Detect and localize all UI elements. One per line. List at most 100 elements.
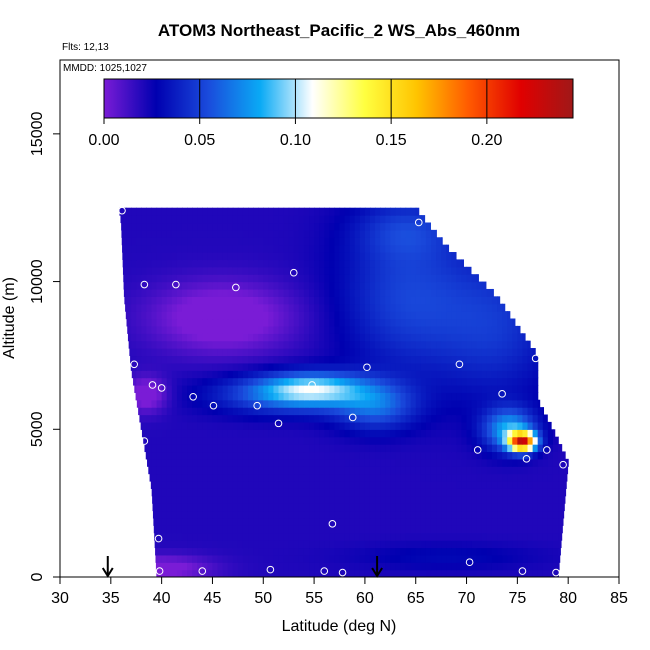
- heatmap-cell: [415, 421, 422, 430]
- heatmap-cell: [156, 266, 163, 275]
- heatmap-cell: [319, 554, 325, 563]
- heatmap-cell: [395, 540, 402, 549]
- heatmap-cell: [446, 503, 452, 512]
- heatmap-cell: [517, 562, 524, 571]
- heatmap-cell: [390, 421, 396, 430]
- heatmap-cell: [156, 215, 163, 224]
- heatmap-cell: [222, 480, 229, 489]
- heatmap-cell: [334, 207, 341, 216]
- heatmap-cell: [187, 532, 193, 541]
- heatmap-cell: [263, 281, 269, 290]
- heatmap-cell: [192, 222, 198, 231]
- heatmap-cell: [309, 370, 315, 379]
- heatmap-cell: [298, 399, 305, 408]
- heatmap-cell: [481, 384, 488, 393]
- heatmap-cell: [263, 355, 269, 364]
- heatmap-cell: [502, 562, 508, 571]
- heatmap-cell: [166, 480, 173, 489]
- heatmap-cell: [369, 266, 376, 275]
- heatmap-cell: [497, 466, 503, 475]
- heatmap-cell: [349, 377, 356, 386]
- heatmap-cell: [237, 215, 244, 224]
- heatmap-cell: [425, 569, 432, 577]
- heatmap-cell: [395, 237, 402, 246]
- heatmap-cell: [491, 540, 498, 549]
- heatmap-cell: [187, 414, 193, 423]
- heatmap-cell: [268, 296, 275, 305]
- heatmap-cell: [456, 384, 463, 393]
- heatmap-cell: [248, 296, 254, 305]
- heatmap-cell: [375, 421, 381, 430]
- heatmap-cell: [232, 229, 239, 238]
- heatmap-cell: [202, 222, 208, 231]
- heatmap-cell: [329, 436, 336, 445]
- heatmap-cell: [263, 547, 269, 556]
- heatmap-cell: [258, 503, 264, 512]
- heatmap-cell: [248, 547, 254, 556]
- heatmap-cell: [420, 362, 427, 371]
- heatmap-cell: [278, 562, 285, 571]
- heatmap-cell: [552, 429, 556, 438]
- heatmap-cell: [527, 399, 534, 408]
- heatmap-cell: [293, 414, 300, 423]
- heatmap-cell: [288, 540, 295, 549]
- heatmap-cell: [141, 421, 147, 430]
- heatmap-cell: [375, 414, 381, 423]
- heatmap-cell: [542, 532, 549, 541]
- heatmap-cell: [339, 466, 346, 475]
- heatmap-cell: [441, 244, 447, 253]
- heatmap-cell: [227, 392, 234, 401]
- heatmap-cell: [207, 370, 214, 379]
- heatmap-cell: [278, 480, 285, 489]
- heatmap-cell: [476, 399, 483, 408]
- heatmap-cell: [314, 399, 320, 408]
- heatmap-cell: [441, 547, 447, 556]
- heatmap-cell: [558, 436, 559, 445]
- heatmap-cell: [354, 569, 361, 577]
- heatmap-cell: [446, 458, 452, 467]
- heatmap-cell: [364, 355, 371, 364]
- heatmap-cell: [339, 266, 346, 275]
- heatmap-cell: [532, 503, 539, 512]
- heatmap-cell: [375, 547, 381, 556]
- heatmap-cell: [349, 296, 356, 305]
- heatmap-cell: [471, 348, 478, 357]
- heatmap-cell: [314, 348, 320, 357]
- heatmap-cell: [222, 296, 229, 305]
- heatmap-cell: [375, 355, 381, 364]
- heatmap-cell: [273, 303, 280, 312]
- heatmap-cell: [344, 473, 351, 482]
- heatmap-cell: [171, 252, 178, 261]
- heatmap-cell: [441, 296, 447, 305]
- heatmap-cell: [298, 407, 305, 416]
- heatmap-cell: [334, 222, 341, 231]
- heatmap-cell: [138, 407, 142, 416]
- heatmap-cell: [293, 274, 300, 283]
- heatmap-cell: [451, 510, 457, 519]
- heatmap-cell: [522, 362, 529, 371]
- heatmap-cell: [400, 362, 407, 371]
- heatmap-cell: [334, 274, 341, 283]
- heatmap-cell: [517, 414, 524, 423]
- heatmap-cell: [283, 480, 290, 489]
- heatmap-cell: [263, 532, 269, 541]
- heatmap-cell: [212, 392, 219, 401]
- heatmap-cell: [324, 259, 330, 268]
- heatmap-cell: [558, 525, 563, 534]
- heatmap-cell: [354, 355, 361, 364]
- heatmap-cell: [155, 547, 158, 556]
- heatmap-cell: [187, 274, 193, 283]
- heatmap-cell: [344, 325, 351, 334]
- heatmap-cell: [237, 296, 244, 305]
- heatmap-cell: [217, 399, 224, 408]
- heatmap-cell: [420, 377, 427, 386]
- heatmap-cell: [532, 510, 539, 519]
- heatmap-cell: [329, 281, 336, 290]
- heatmap-cell: [227, 517, 234, 526]
- heatmap-cell: [217, 480, 224, 489]
- heatmap-cell: [288, 421, 295, 430]
- heatmap-cell: [441, 252, 447, 261]
- heatmap-cell: [227, 348, 234, 357]
- heatmap-cell: [283, 348, 290, 357]
- heatmap-cell: [207, 525, 214, 534]
